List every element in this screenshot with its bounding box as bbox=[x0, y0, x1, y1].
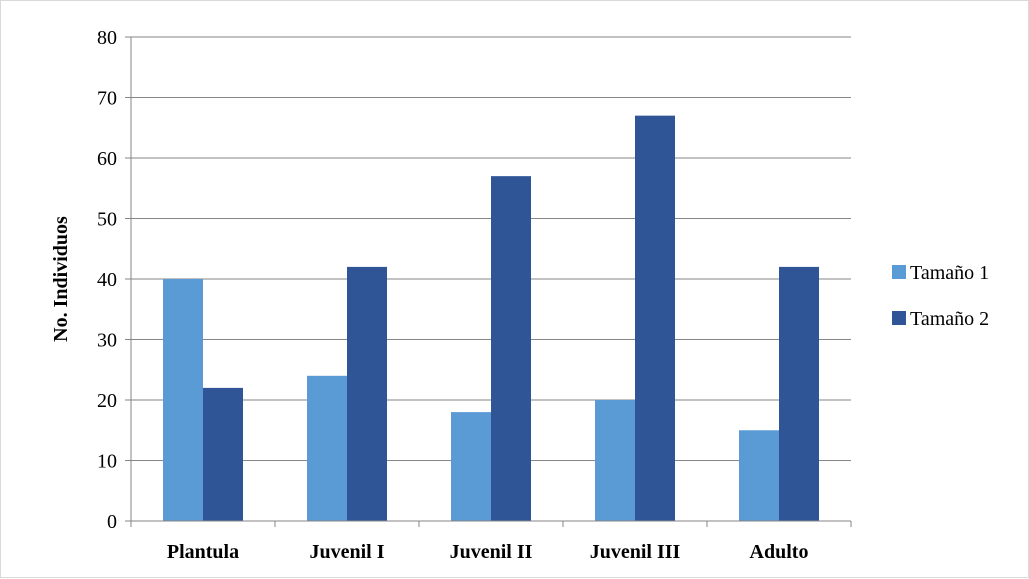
y-tick-label: 70 bbox=[97, 88, 117, 110]
legend-label: Tamaño 2 bbox=[910, 308, 989, 330]
y-tick-labels: 0 10 20 30 40 50 60 70 80 bbox=[97, 27, 117, 533]
y-tick-label: 80 bbox=[97, 27, 117, 49]
bar-2-adulto bbox=[779, 266, 819, 521]
legend-swatch bbox=[892, 265, 906, 279]
x-category-label: Adulto bbox=[750, 541, 809, 563]
bar-1-juvenil-ii bbox=[451, 412, 491, 521]
legend-label: Tamaño 1 bbox=[910, 262, 989, 284]
y-tick-label: 50 bbox=[97, 209, 117, 231]
x-category-label: Plantula bbox=[167, 541, 239, 563]
axes bbox=[125, 36, 852, 527]
y-tick-label: 30 bbox=[97, 330, 117, 352]
x-category-label: Juvenil III bbox=[590, 541, 681, 563]
x-category-labels: Plantula Juvenil I Juvenil II Juvenil III Ad… bbox=[167, 541, 809, 563]
bar-1-adulto bbox=[739, 430, 779, 521]
bar-2-juvenil-ii bbox=[491, 176, 531, 521]
bar-1-juvenil-iii bbox=[595, 400, 635, 521]
bar-2-juvenil-iii bbox=[635, 115, 675, 522]
y-tick-label: 60 bbox=[97, 148, 117, 170]
bar-1-plantula bbox=[163, 279, 203, 521]
x-category-label: Juvenil I bbox=[309, 541, 384, 563]
y-tick-label: 40 bbox=[97, 269, 117, 291]
y-axis-label: No. Individuos bbox=[50, 216, 72, 342]
x-category-label: Juvenil II bbox=[450, 541, 533, 563]
y-tick-label: 0 bbox=[107, 511, 117, 533]
legend-swatch bbox=[892, 311, 906, 325]
bar-2-juvenil-i bbox=[347, 266, 387, 521]
y-tick-label: 20 bbox=[97, 390, 117, 412]
bars bbox=[163, 115, 819, 522]
bar-1-juvenil-i bbox=[307, 375, 347, 521]
legend: Tamaño 1 Tamaño 2 bbox=[892, 262, 989, 330]
bar-2-plantula bbox=[203, 387, 243, 521]
y-tick-label: 10 bbox=[97, 451, 117, 473]
